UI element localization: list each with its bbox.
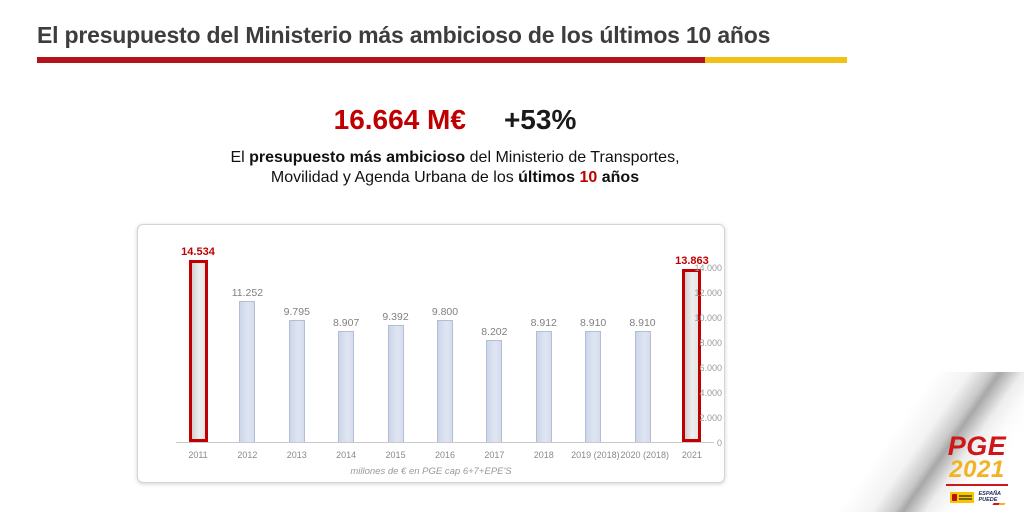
x-axis: 2011 2012 2013 2014 2015 2016 2017 2018 2019 (20… — [176, 450, 714, 464]
x-tick-label: 2016 — [434, 450, 455, 460]
bar-column: 9.392 — [374, 311, 418, 442]
x-tick-label: 2021 — [681, 450, 702, 460]
pge-logo-year: 2021 — [949, 455, 1005, 483]
y-tick-label: 4.000 — [699, 388, 722, 398]
x-tick-label: 2019 (2018) — [571, 450, 620, 460]
bar-2021 — [682, 268, 702, 442]
gobierno-de-espana-icon — [949, 492, 974, 504]
bar-2015 — [387, 324, 404, 442]
budget-amount: 16.664 M€ — [333, 104, 466, 135]
bar-value-label: 14.534 — [181, 246, 215, 259]
bar-column: 8.910 — [621, 317, 665, 442]
government-logos: ESPAÑA PUEDE — [941, 491, 1013, 505]
headline-stats: 16.664 M€ +53% — [100, 104, 810, 136]
bar-column: 11.252 — [225, 287, 269, 442]
slide-title: El presupuesto del Ministerio más ambici… — [37, 22, 771, 48]
bar-column: 8.202 — [472, 325, 516, 442]
bar-2020 (2018) — [634, 330, 651, 442]
bar-2011 — [188, 260, 208, 442]
y-tick-label: 12.000 — [694, 288, 722, 298]
bar-value-label: 9.392 — [382, 310, 409, 323]
bar-column: 8.907 — [324, 317, 368, 442]
x-tick-label: 2012 — [237, 450, 258, 460]
bar-value-label: 9.795 — [283, 305, 310, 318]
bar-value-label: 13.863 — [675, 254, 709, 267]
bar-column: 14.534 — [176, 246, 220, 442]
budget-delta: +53% — [503, 104, 577, 135]
bar-2012 — [239, 301, 256, 442]
bar-value-label: 8.910 — [579, 316, 607, 329]
pge-logo-rule — [946, 483, 1008, 486]
subtitle-line1: El presupuesto más ambicioso del Ministe… — [100, 148, 810, 168]
y-tick-label: 2.000 — [699, 413, 722, 423]
x-tick-label: 2015 — [385, 450, 406, 460]
bar-2018 — [535, 330, 552, 442]
y-tick-label: 6.000 — [699, 363, 722, 373]
y-axis — [138, 253, 174, 443]
bar-column: 9.795 — [275, 306, 319, 442]
x-tick-label: 2020 (2018) — [620, 450, 670, 460]
x-tick-label: 2011 — [188, 450, 208, 460]
bar-column: 8.912 — [522, 317, 566, 442]
pge-2021-logo: PGE 2021 ESPAÑA PUEDE — [941, 431, 1013, 505]
bar-2017 — [486, 339, 503, 442]
chart-footnote: millones de € en PGE cap 6+7+EPE'S — [350, 466, 512, 477]
bar-column: 13.863 — [670, 255, 714, 442]
flag-swoosh-icon — [991, 503, 1006, 505]
y-tick-label: 10.000 — [694, 313, 722, 323]
bar-value-label: 8.907 — [333, 316, 360, 329]
bar-value-label: 8.912 — [530, 316, 557, 329]
x-tick-label: 2017 — [484, 450, 505, 460]
espana-puede-logo: ESPAÑA PUEDE — [978, 490, 1006, 505]
y-tick-label: 8.000 — [699, 338, 722, 348]
bar-value-label: 8.202 — [481, 325, 508, 338]
bar-value-label: 9.800 — [431, 305, 459, 318]
budget-bar-chart: 14.534 11.252 9.795 8.907 9.392 9.800 8.202 8.9… — [137, 224, 725, 483]
x-tick-label: 2014 — [336, 450, 357, 460]
espana-text: ESPAÑA — [978, 490, 1002, 497]
bar-value-label: 11.252 — [231, 287, 264, 300]
x-tick-label: 2013 — [286, 450, 307, 460]
x-tick-label: 2018 — [533, 450, 554, 460]
puede-text: PUEDE — [978, 496, 998, 503]
y-tick-label: 14.000 — [694, 263, 722, 273]
subtitle-bold-text: años — [597, 169, 640, 187]
bar-2014 — [338, 330, 355, 442]
subtitle-text: del Ministerio de Transportes, — [465, 149, 680, 166]
bar-2013 — [288, 319, 305, 442]
bar-column: 8.910 — [571, 317, 615, 442]
subtitle-bold-text: presupuesto más ambicioso — [249, 149, 466, 166]
title-accent-rule — [37, 57, 847, 63]
bar-column: 9.800 — [423, 305, 467, 442]
subtitle-bold-text: últimos — [518, 169, 580, 187]
bar-2019 (2018) — [585, 330, 602, 442]
subtitle-line2: Movilidad y Agenda Urbana de los últimos… — [100, 168, 810, 188]
subtitle-text: Movilidad y Agenda Urbana de los — [270, 169, 519, 187]
bar-value-label: 8.910 — [629, 316, 656, 329]
pge-logo-text: PGE — [947, 431, 1007, 461]
subtitle-text: El — [230, 149, 250, 166]
plot-area: 14.534 11.252 9.795 8.907 9.392 9.800 8.202 8.9… — [176, 246, 714, 443]
subtitle: El presupuesto más ambicioso del Ministe… — [100, 148, 810, 189]
y-tick-label: 0 — [716, 438, 722, 448]
subtitle-red-number: 10 — [579, 169, 598, 187]
page-curl-decoration — [839, 372, 1024, 512]
bar-2016 — [436, 319, 453, 442]
